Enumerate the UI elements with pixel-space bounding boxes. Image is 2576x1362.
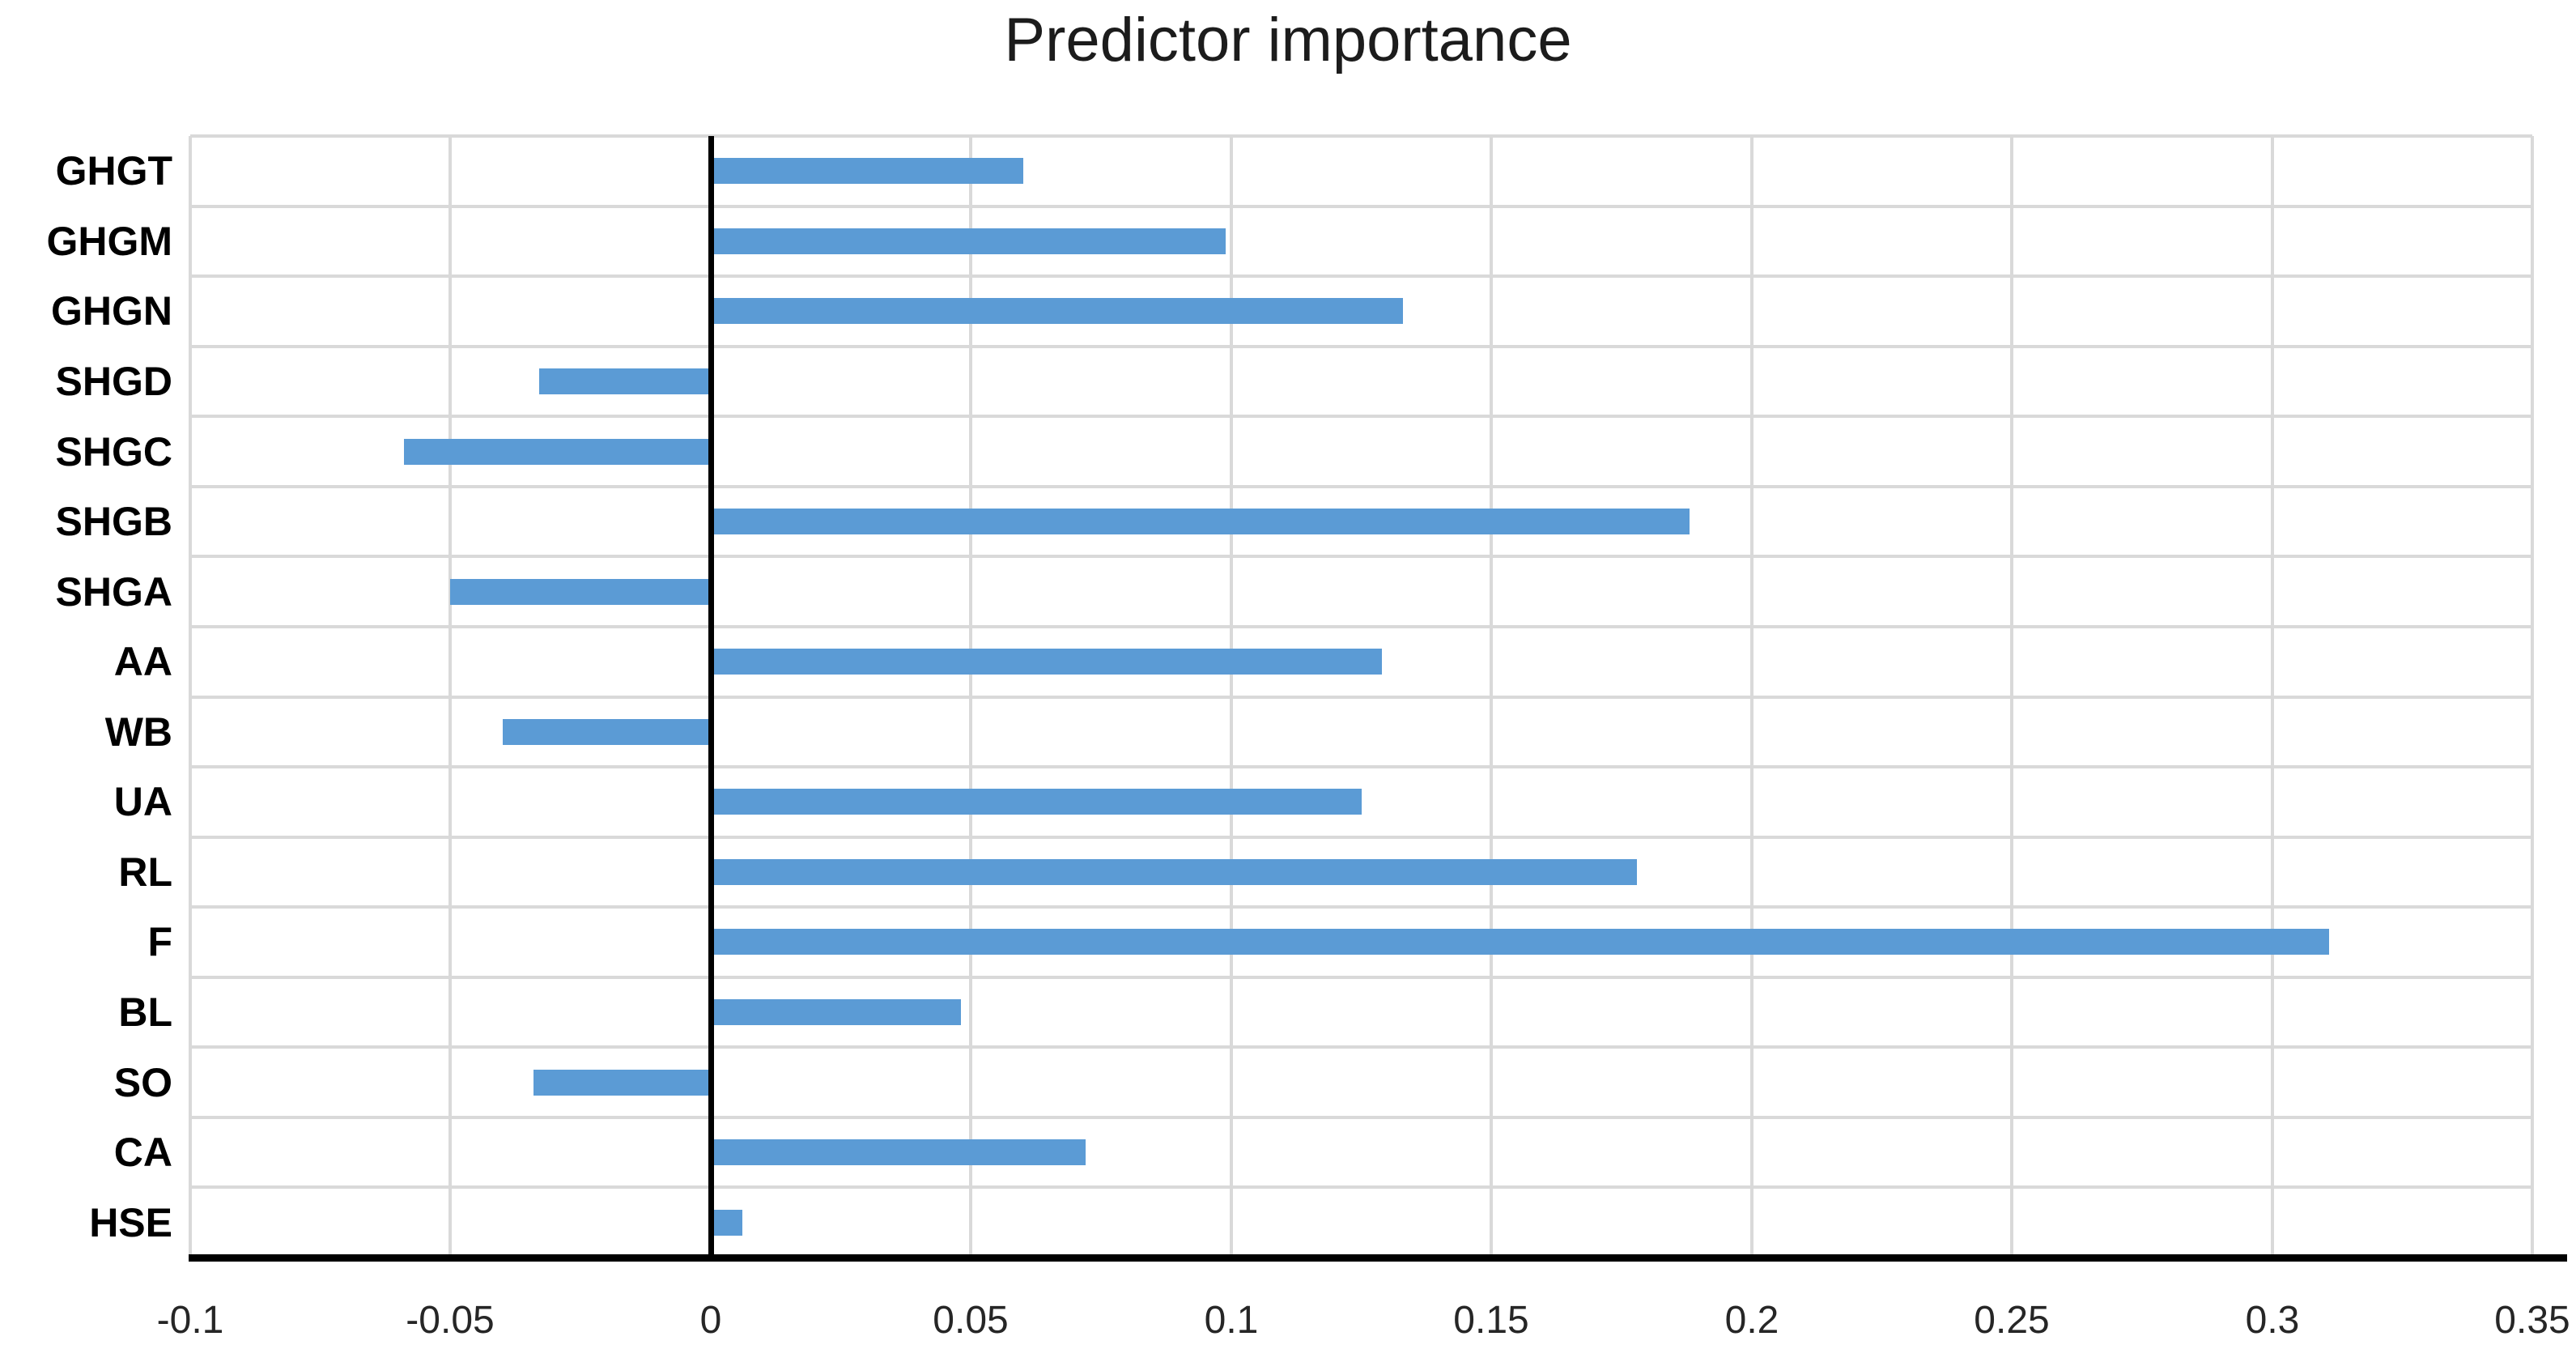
category-label-WB: WB bbox=[104, 709, 172, 755]
bar-SO bbox=[533, 1070, 711, 1096]
horizontal-gridline bbox=[190, 625, 2532, 628]
bar-SHGA bbox=[450, 579, 710, 605]
zero-axis-line bbox=[708, 136, 714, 1258]
horizontal-gridline bbox=[190, 134, 2532, 138]
x-tick-label-0.05: 0.05 bbox=[933, 1299, 1009, 1342]
bar-F bbox=[711, 929, 2329, 955]
category-label-SO: SO bbox=[113, 1060, 172, 1105]
plot-area bbox=[189, 134, 2534, 1259]
bar-AA bbox=[711, 649, 1382, 675]
chart-title: Predictor importance bbox=[1004, 6, 1572, 74]
bar-GHGN bbox=[711, 298, 1403, 324]
horizontal-gridline bbox=[190, 836, 2532, 839]
category-label-UA: UA bbox=[113, 779, 172, 824]
bar-SHGB bbox=[711, 509, 1690, 534]
category-label-GHGT: GHGT bbox=[55, 148, 172, 194]
x-axis-line bbox=[189, 1254, 2567, 1262]
horizontal-gridline bbox=[190, 205, 2532, 208]
category-label-GHGN: GHGN bbox=[51, 288, 172, 334]
horizontal-gridline bbox=[190, 976, 2532, 979]
bar-HSE bbox=[711, 1210, 742, 1236]
horizontal-gridline bbox=[190, 905, 2532, 909]
x-tick-label-0: 0 bbox=[699, 1299, 722, 1342]
category-label-RL: RL bbox=[118, 849, 172, 895]
horizontal-gridline bbox=[190, 765, 2532, 768]
x-tick-label-0.15: 0.15 bbox=[1453, 1299, 1529, 1342]
x-tick-label-0.35: 0.35 bbox=[2494, 1299, 2570, 1342]
bar-WB bbox=[503, 719, 711, 745]
horizontal-gridline bbox=[190, 1185, 2532, 1189]
bar-GHGT bbox=[711, 158, 1023, 184]
category-label-HSE: HSE bbox=[89, 1200, 172, 1245]
category-label-CA: CA bbox=[113, 1130, 172, 1175]
category-label-SHGC: SHGC bbox=[55, 429, 172, 475]
bar-GHGM bbox=[711, 228, 1226, 254]
category-label-SHGB: SHGB bbox=[55, 499, 172, 544]
category-label-SHGA: SHGA bbox=[55, 569, 172, 615]
horizontal-gridline bbox=[190, 415, 2532, 418]
horizontal-gridline bbox=[190, 1045, 2532, 1049]
bar-BL bbox=[711, 999, 961, 1025]
bar-SHGC bbox=[404, 439, 711, 465]
horizontal-gridline bbox=[190, 555, 2532, 558]
x-tick-label-0.2: 0.2 bbox=[1724, 1299, 1779, 1342]
x-tick-label-0.25: 0.25 bbox=[1974, 1299, 2050, 1342]
x-tick-label-0.3: 0.3 bbox=[2245, 1299, 2300, 1342]
vertical-gridline-0.35 bbox=[2531, 136, 2534, 1258]
category-label-BL: BL bbox=[118, 990, 172, 1035]
x-tick-label--0.1: -0.1 bbox=[156, 1299, 224, 1342]
horizontal-gridline bbox=[190, 275, 2532, 278]
horizontal-gridline bbox=[190, 696, 2532, 699]
category-label-F: F bbox=[147, 919, 172, 964]
category-label-GHGM: GHGM bbox=[46, 219, 172, 264]
category-label-AA: AA bbox=[113, 639, 172, 684]
bar-SHGD bbox=[539, 368, 711, 394]
horizontal-gridline bbox=[190, 1116, 2532, 1119]
horizontal-gridline bbox=[190, 485, 2532, 488]
x-tick-label--0.05: -0.05 bbox=[406, 1299, 495, 1342]
horizontal-gridline bbox=[190, 345, 2532, 348]
bar-UA bbox=[711, 789, 1362, 815]
bar-CA bbox=[711, 1139, 1086, 1165]
x-tick-label-0.1: 0.1 bbox=[1204, 1299, 1259, 1342]
category-label-SHGD: SHGD bbox=[55, 359, 172, 404]
bar-RL bbox=[711, 859, 1637, 885]
